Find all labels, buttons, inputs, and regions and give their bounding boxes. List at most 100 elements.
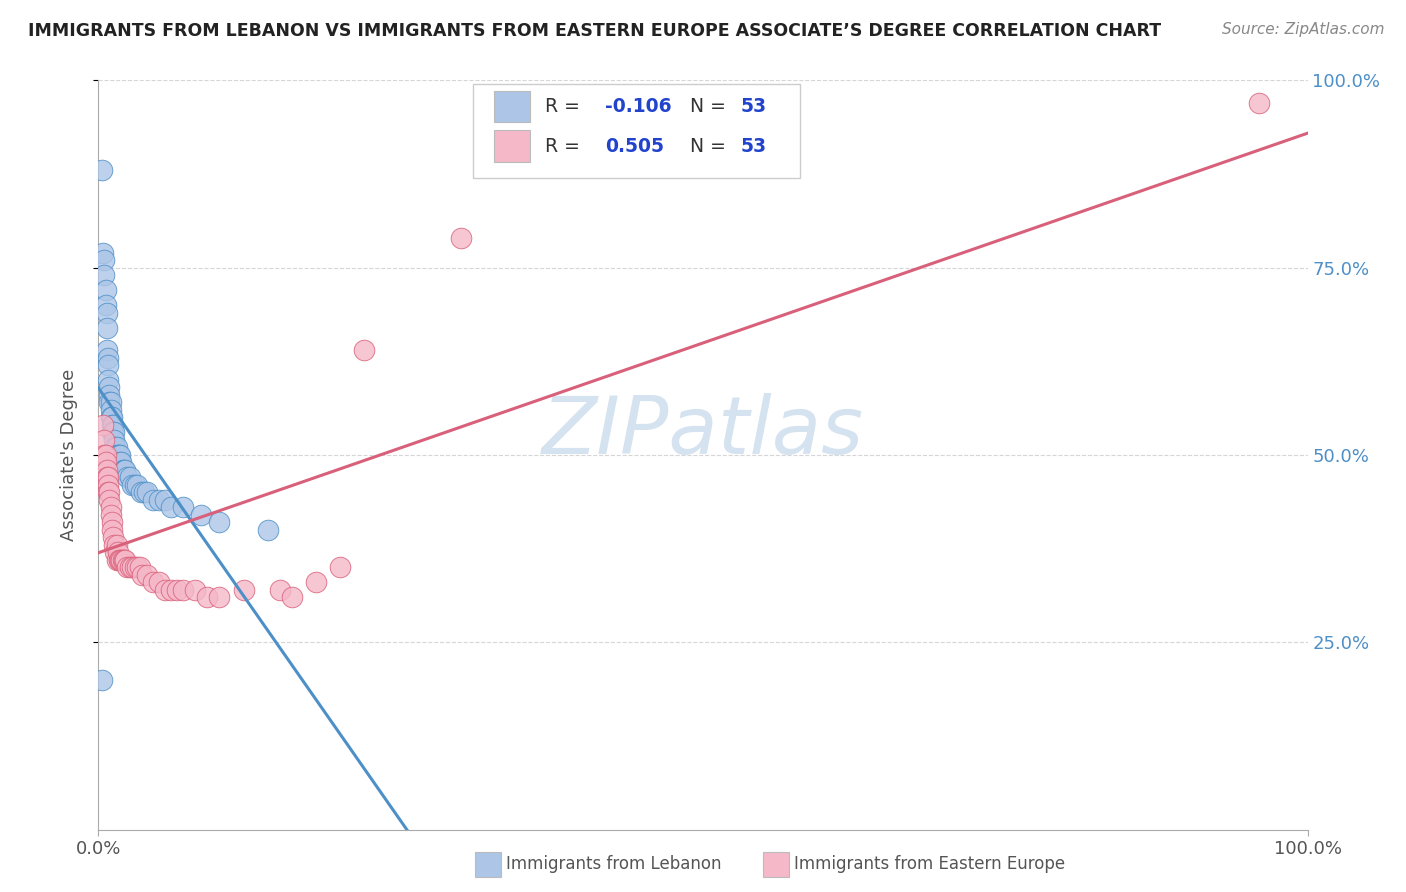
Point	[353, 343, 375, 357]
Point	[124, 478, 146, 492]
Point	[269, 582, 291, 597]
Point	[256, 523, 278, 537]
Point	[112, 553, 135, 567]
Point	[97, 485, 120, 500]
Point	[450, 230, 472, 244]
Point	[100, 410, 122, 425]
Point	[190, 508, 212, 522]
Point	[124, 560, 146, 574]
Point	[101, 530, 124, 544]
Point	[108, 553, 131, 567]
Point	[91, 245, 114, 260]
Point	[142, 575, 165, 590]
Point	[110, 553, 132, 567]
Point	[98, 388, 121, 402]
Point	[97, 351, 120, 365]
Point	[108, 553, 131, 567]
Point	[100, 395, 122, 409]
Point	[101, 417, 124, 432]
Point	[98, 492, 121, 507]
Point	[121, 560, 143, 574]
Point	[184, 582, 207, 597]
Text: -0.106: -0.106	[605, 97, 672, 116]
Point	[1249, 95, 1271, 110]
Text: 53: 53	[741, 97, 766, 116]
Point	[128, 560, 150, 574]
Point	[172, 500, 194, 515]
Text: 0.505: 0.505	[605, 136, 664, 155]
Point	[93, 448, 115, 462]
FancyBboxPatch shape	[494, 130, 530, 161]
Point	[98, 485, 121, 500]
Point	[93, 433, 115, 447]
Text: ZIPatlas: ZIPatlas	[541, 393, 865, 472]
Point	[114, 463, 136, 477]
Point	[105, 448, 128, 462]
Text: Source: ZipAtlas.com: Source: ZipAtlas.com	[1222, 22, 1385, 37]
Point	[127, 560, 149, 574]
Point	[97, 470, 120, 484]
Point	[103, 433, 125, 447]
Point	[93, 268, 115, 282]
Point	[96, 320, 118, 334]
Point	[134, 485, 156, 500]
Point	[94, 448, 117, 462]
Y-axis label: Associate's Degree: Associate's Degree	[59, 368, 77, 541]
Point	[131, 567, 153, 582]
Point	[97, 373, 120, 387]
Point	[96, 305, 118, 319]
Text: IMMIGRANTS FROM LEBANON VS IMMIGRANTS FROM EASTERN EUROPE ASSOCIATE’S DEGREE COR: IMMIGRANTS FROM LEBANON VS IMMIGRANTS FR…	[28, 22, 1161, 40]
Point	[100, 425, 122, 440]
Point	[96, 463, 118, 477]
Point	[91, 417, 114, 432]
Point	[98, 380, 121, 394]
Point	[142, 492, 165, 507]
Point	[114, 553, 136, 567]
Point	[160, 582, 183, 597]
Text: N =: N =	[678, 136, 731, 155]
Point	[172, 582, 194, 597]
Point	[108, 448, 131, 462]
Point	[108, 455, 131, 469]
Point	[100, 403, 122, 417]
Point	[91, 163, 114, 178]
Point	[121, 478, 143, 492]
Point	[108, 448, 131, 462]
Point	[112, 463, 135, 477]
Point	[93, 253, 115, 268]
Point	[100, 508, 122, 522]
Point	[148, 492, 170, 507]
Text: 53: 53	[741, 136, 766, 155]
Point	[135, 485, 157, 500]
Point	[107, 545, 129, 559]
Point	[208, 591, 231, 605]
Text: Immigrants from Lebanon: Immigrants from Lebanon	[506, 855, 721, 873]
Point	[127, 478, 149, 492]
Point	[94, 298, 117, 312]
Point	[111, 463, 134, 477]
Point	[153, 492, 176, 507]
Point	[98, 395, 121, 409]
Point	[101, 425, 124, 440]
Point	[91, 673, 114, 687]
Point	[100, 417, 122, 432]
Text: R =: R =	[544, 136, 585, 155]
Point	[118, 470, 141, 484]
Point	[153, 582, 176, 597]
Point	[135, 567, 157, 582]
Point	[104, 545, 127, 559]
Point	[100, 410, 122, 425]
Point	[105, 538, 128, 552]
Point	[100, 523, 122, 537]
FancyBboxPatch shape	[474, 84, 800, 178]
Point	[117, 560, 139, 574]
Point	[107, 448, 129, 462]
Point	[281, 591, 304, 605]
Point	[195, 591, 218, 605]
Point	[103, 538, 125, 552]
Point	[110, 455, 132, 469]
Point	[105, 441, 128, 455]
FancyBboxPatch shape	[494, 91, 530, 122]
Point	[166, 582, 188, 597]
Point	[208, 516, 231, 530]
